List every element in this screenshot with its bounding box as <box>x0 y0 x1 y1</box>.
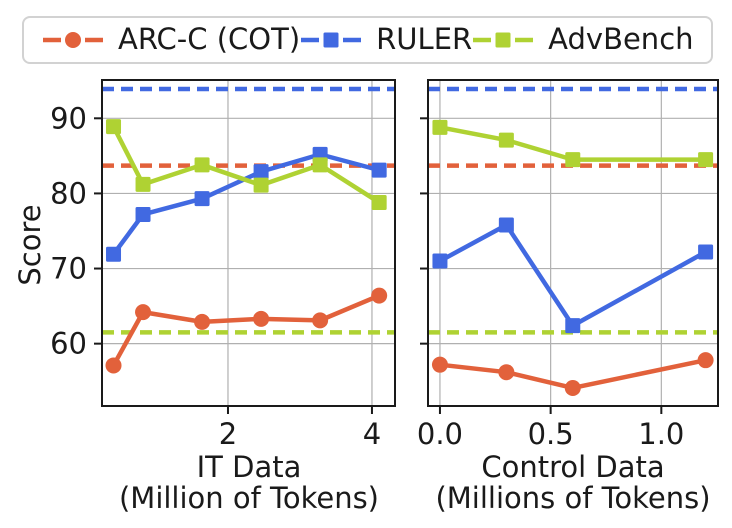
legend-label-arc-c: ARC-C (COT) <box>118 21 301 56</box>
series-arc-c-cot- <box>105 287 388 374</box>
x-tick-label: 0.0 <box>417 417 463 451</box>
x-axis-label-control-line2: (Millions of Tokens) <box>435 481 711 515</box>
legend-item-ruler: RULER <box>300 21 473 56</box>
arc-c-line-marker-icon <box>43 32 103 48</box>
baseline-lines <box>102 86 395 335</box>
control-data-subplot: 0.0 0.5 1.0 <box>417 79 719 451</box>
legend: ARC-C (COT) RULER AdvBench <box>22 16 713 64</box>
axes-frame <box>101 79 396 407</box>
y-tick-label: 70 <box>50 252 87 286</box>
y-tick-label: 60 <box>50 327 87 361</box>
x-tick-label: 2 <box>219 417 237 451</box>
series-advbench <box>432 119 714 168</box>
x-axis-label-it-data: IT Data (Million of Tokens) <box>84 452 414 514</box>
series-ruler <box>106 146 387 262</box>
x-axis-label-it-line1: IT Data <box>196 450 302 484</box>
x-tick-label: 0.5 <box>528 417 574 451</box>
y-tick-label: 90 <box>50 101 87 135</box>
series-arc-c-cot- <box>431 352 714 396</box>
ticks: 2 4 60 70 80 90 <box>50 101 381 451</box>
x-axis-label-control-line1: Control Data <box>481 450 665 484</box>
x-tick-label: 4 <box>363 417 381 451</box>
baseline-lines <box>428 86 718 335</box>
grid-lines <box>102 80 395 406</box>
y-tick-label: 80 <box>50 176 87 210</box>
series-ruler <box>432 217 714 334</box>
x-axis-label-control-data: Control Data (Millions of Tokens) <box>408 452 732 514</box>
x-axis-label-it-line2: (Million of Tokens) <box>118 481 379 515</box>
x-tick-label: 1.0 <box>638 417 684 451</box>
legend-label-advbench: AdvBench <box>548 21 694 56</box>
y-axis-label: Score <box>13 204 47 286</box>
it-data-subplot: 2 4 60 70 80 90 <box>50 79 396 451</box>
legend-item-arc-c: ARC-C (COT) <box>42 21 301 56</box>
legend-item-advbench: AdvBench <box>472 21 694 56</box>
series-advbench <box>106 119 387 210</box>
ticks: 0.0 0.5 1.0 <box>417 117 684 451</box>
ruler-line-marker-icon <box>301 32 362 48</box>
legend-label-ruler: RULER <box>376 21 473 56</box>
advbench-line-marker-icon <box>473 32 534 48</box>
axes-frame <box>427 79 719 407</box>
